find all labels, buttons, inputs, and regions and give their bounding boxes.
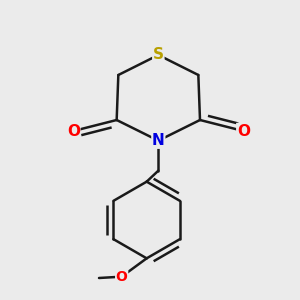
Text: O: O xyxy=(67,124,80,139)
Text: O: O xyxy=(237,124,250,139)
Text: S: S xyxy=(153,47,164,62)
Text: O: O xyxy=(116,270,127,284)
Text: N: N xyxy=(152,133,165,148)
